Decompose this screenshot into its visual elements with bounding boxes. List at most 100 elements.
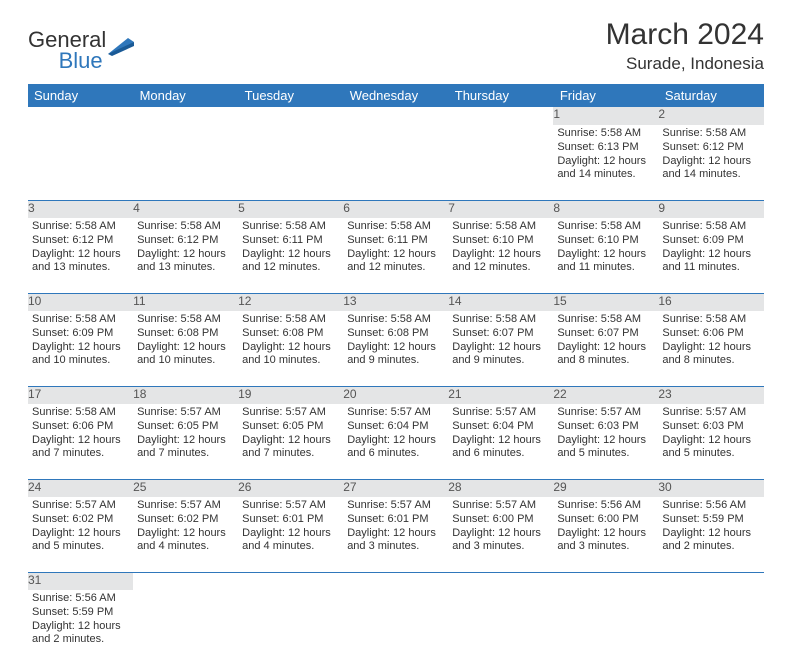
weekday-header: Saturday bbox=[658, 84, 763, 107]
day-cell bbox=[238, 590, 343, 665]
day-cell: Sunrise: 5:57 AMSunset: 6:04 PMDaylight:… bbox=[343, 404, 448, 479]
day-details: Sunrise: 5:58 AMSunset: 6:08 PMDaylight:… bbox=[133, 311, 238, 372]
day-detail-line: and 12 minutes. bbox=[347, 261, 444, 275]
day-details: Sunrise: 5:58 AMSunset: 6:10 PMDaylight:… bbox=[553, 218, 658, 279]
header: General Blue March 2024 Surade, Indonesi… bbox=[28, 18, 764, 74]
day-cell bbox=[28, 125, 133, 200]
day-detail-line: Sunrise: 5:58 AM bbox=[242, 220, 339, 234]
day-detail-line: Sunset: 6:12 PM bbox=[137, 234, 234, 248]
day-detail-line: Sunrise: 5:57 AM bbox=[137, 499, 234, 513]
day-detail-line: Sunrise: 5:58 AM bbox=[557, 313, 654, 327]
day-detail-line: and 9 minutes. bbox=[452, 354, 549, 368]
day-number-cell: 10 bbox=[28, 293, 133, 311]
day-detail-line: Sunrise: 5:58 AM bbox=[137, 220, 234, 234]
day-number-cell: 19 bbox=[238, 386, 343, 404]
day-detail-line: Sunset: 5:59 PM bbox=[662, 513, 759, 527]
day-number-cell: 3 bbox=[28, 200, 133, 218]
day-detail-line: Daylight: 12 hours bbox=[662, 248, 759, 262]
day-detail-line: and 13 minutes. bbox=[32, 261, 129, 275]
day-detail-line: Daylight: 12 hours bbox=[662, 155, 759, 169]
day-details: Sunrise: 5:58 AMSunset: 6:07 PMDaylight:… bbox=[553, 311, 658, 372]
day-detail-line: Sunrise: 5:57 AM bbox=[242, 406, 339, 420]
day-detail-line: Sunset: 6:00 PM bbox=[452, 513, 549, 527]
day-cell: Sunrise: 5:58 AMSunset: 6:12 PMDaylight:… bbox=[28, 218, 133, 293]
day-cell: Sunrise: 5:57 AMSunset: 6:04 PMDaylight:… bbox=[448, 404, 553, 479]
weekday-header: Wednesday bbox=[343, 84, 448, 107]
day-number-cell: 17 bbox=[28, 386, 133, 404]
day-detail-line: and 3 minutes. bbox=[452, 540, 549, 554]
day-detail-line: and 3 minutes. bbox=[557, 540, 654, 554]
day-detail-line: Sunset: 6:02 PM bbox=[32, 513, 129, 527]
day-cell: Sunrise: 5:57 AMSunset: 6:00 PMDaylight:… bbox=[448, 497, 553, 572]
day-number-cell bbox=[28, 107, 133, 125]
day-detail-line: Sunrise: 5:58 AM bbox=[662, 220, 759, 234]
day-detail-line: Sunrise: 5:56 AM bbox=[557, 499, 654, 513]
day-detail-line: and 4 minutes. bbox=[242, 540, 339, 554]
logo-flag-icon bbox=[108, 36, 136, 58]
day-number-cell: 2 bbox=[658, 107, 763, 125]
day-details: Sunrise: 5:57 AMSunset: 6:01 PMDaylight:… bbox=[343, 497, 448, 558]
day-detail-line: and 6 minutes. bbox=[347, 447, 444, 461]
location: Surade, Indonesia bbox=[606, 54, 764, 74]
day-detail-line: Daylight: 12 hours bbox=[347, 434, 444, 448]
day-detail-line: Sunset: 6:13 PM bbox=[557, 141, 654, 155]
day-detail-line: Daylight: 12 hours bbox=[557, 155, 654, 169]
day-number-cell: 8 bbox=[553, 200, 658, 218]
day-cell bbox=[133, 590, 238, 665]
day-detail-line: Daylight: 12 hours bbox=[452, 248, 549, 262]
day-cell: Sunrise: 5:58 AMSunset: 6:07 PMDaylight:… bbox=[553, 311, 658, 386]
day-cell: Sunrise: 5:57 AMSunset: 6:05 PMDaylight:… bbox=[133, 404, 238, 479]
day-cell bbox=[448, 125, 553, 200]
day-detail-line: and 6 minutes. bbox=[452, 447, 549, 461]
day-details: Sunrise: 5:57 AMSunset: 6:03 PMDaylight:… bbox=[553, 404, 658, 465]
day-cell: Sunrise: 5:58 AMSunset: 6:13 PMDaylight:… bbox=[553, 125, 658, 200]
day-detail-line: Sunset: 6:11 PM bbox=[242, 234, 339, 248]
day-detail-line: Daylight: 12 hours bbox=[32, 248, 129, 262]
day-cell bbox=[343, 590, 448, 665]
day-number-row: 12 bbox=[28, 107, 764, 125]
day-detail-line: Sunset: 6:00 PM bbox=[557, 513, 654, 527]
day-number-cell: 26 bbox=[238, 479, 343, 497]
day-number-cell: 9 bbox=[658, 200, 763, 218]
day-cell: Sunrise: 5:58 AMSunset: 6:08 PMDaylight:… bbox=[238, 311, 343, 386]
day-detail-line: Sunset: 6:11 PM bbox=[347, 234, 444, 248]
day-detail-line: and 7 minutes. bbox=[137, 447, 234, 461]
day-cell: Sunrise: 5:58 AMSunset: 6:08 PMDaylight:… bbox=[343, 311, 448, 386]
day-number-cell: 1 bbox=[553, 107, 658, 125]
day-detail-line: Daylight: 12 hours bbox=[347, 527, 444, 541]
day-cell bbox=[658, 590, 763, 665]
day-cell bbox=[238, 125, 343, 200]
day-details: Sunrise: 5:58 AMSunset: 6:09 PMDaylight:… bbox=[28, 311, 133, 372]
day-cell: Sunrise: 5:57 AMSunset: 6:02 PMDaylight:… bbox=[133, 497, 238, 572]
day-number-cell bbox=[448, 107, 553, 125]
day-detail-line: and 8 minutes. bbox=[557, 354, 654, 368]
day-details: Sunrise: 5:57 AMSunset: 6:02 PMDaylight:… bbox=[28, 497, 133, 558]
day-content-row: Sunrise: 5:58 AMSunset: 6:13 PMDaylight:… bbox=[28, 125, 764, 200]
day-detail-line: Daylight: 12 hours bbox=[557, 341, 654, 355]
day-cell: Sunrise: 5:58 AMSunset: 6:06 PMDaylight:… bbox=[28, 404, 133, 479]
day-cell: Sunrise: 5:58 AMSunset: 6:10 PMDaylight:… bbox=[448, 218, 553, 293]
logo: General Blue bbox=[28, 30, 136, 72]
day-detail-line: Sunset: 6:12 PM bbox=[32, 234, 129, 248]
day-cell: Sunrise: 5:58 AMSunset: 6:07 PMDaylight:… bbox=[448, 311, 553, 386]
day-detail-line: Sunset: 6:08 PM bbox=[137, 327, 234, 341]
day-number-cell: 21 bbox=[448, 386, 553, 404]
day-details: Sunrise: 5:57 AMSunset: 6:05 PMDaylight:… bbox=[133, 404, 238, 465]
day-number-cell bbox=[133, 572, 238, 590]
day-detail-line: Sunrise: 5:57 AM bbox=[452, 406, 549, 420]
day-cell: Sunrise: 5:57 AMSunset: 6:03 PMDaylight:… bbox=[553, 404, 658, 479]
day-number-cell bbox=[133, 107, 238, 125]
day-detail-line: Daylight: 12 hours bbox=[662, 527, 759, 541]
day-cell: Sunrise: 5:57 AMSunset: 6:05 PMDaylight:… bbox=[238, 404, 343, 479]
day-detail-line: and 11 minutes. bbox=[662, 261, 759, 275]
day-number-cell bbox=[553, 572, 658, 590]
day-detail-line: Sunset: 6:09 PM bbox=[662, 234, 759, 248]
day-cell: Sunrise: 5:57 AMSunset: 6:03 PMDaylight:… bbox=[658, 404, 763, 479]
day-cell: Sunrise: 5:58 AMSunset: 6:09 PMDaylight:… bbox=[28, 311, 133, 386]
day-details: Sunrise: 5:58 AMSunset: 6:06 PMDaylight:… bbox=[658, 311, 763, 372]
day-detail-line: Sunset: 6:02 PM bbox=[137, 513, 234, 527]
day-detail-line: Daylight: 12 hours bbox=[242, 248, 339, 262]
day-details: Sunrise: 5:58 AMSunset: 6:07 PMDaylight:… bbox=[448, 311, 553, 372]
day-detail-line: Sunset: 6:01 PM bbox=[347, 513, 444, 527]
day-detail-line: and 5 minutes. bbox=[32, 540, 129, 554]
